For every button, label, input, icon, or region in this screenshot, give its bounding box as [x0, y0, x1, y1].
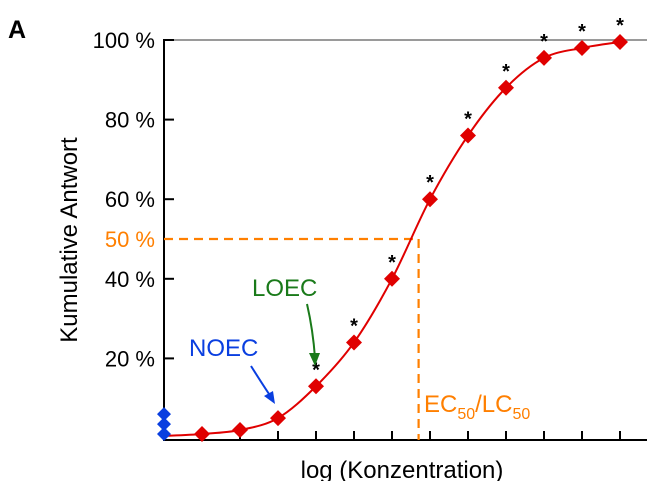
significance-star-5: * [350, 315, 358, 337]
noec-label: NOEC [189, 335, 258, 362]
data-point-9 [498, 79, 514, 96]
panel-label: A [8, 16, 26, 44]
control-points [157, 407, 171, 442]
data-points [194, 33, 628, 443]
ec50-lc50-label: EC50/LC50 [424, 391, 530, 423]
data-point-10 [536, 49, 552, 66]
y-ticks: 20 % 40 % 60 % 80 % 100 % [93, 28, 174, 371]
reference-lines [164, 237, 420, 440]
data-point-6 [384, 270, 400, 287]
data-point-8 [460, 127, 476, 144]
significance-star-7: * [426, 172, 434, 194]
significance-star-11: * [578, 21, 586, 43]
significance-star-4: * [312, 359, 320, 381]
control-point-3 [157, 407, 171, 422]
significance-markers: * * * * * * * * * [312, 15, 624, 381]
control-point-2 [157, 417, 171, 432]
x-ticks [201, 431, 621, 440]
data-point-11 [574, 39, 590, 56]
noec-arrow [250, 365, 275, 404]
data-point-12 [612, 33, 628, 50]
y-axis-label: Kumulative Antwort [56, 137, 83, 343]
data-point-2 [232, 422, 248, 439]
loec-label: LOEC [252, 275, 317, 302]
data-point-5 [346, 334, 362, 351]
significance-star-12: * [616, 15, 624, 37]
loec-arrow [306, 303, 320, 366]
y-tick-label-2: 60 % [105, 187, 155, 212]
significance-star-10: * [540, 31, 548, 53]
significance-star-9: * [502, 61, 510, 83]
data-point-7 [422, 191, 438, 208]
x-axis-label: log (Konzentration) [301, 457, 504, 481]
y-tick-label-1: 40 % [105, 267, 155, 292]
y-tick-label-0: 20 % [105, 346, 155, 371]
data-point-3 [270, 410, 286, 427]
significance-star-6: * [388, 252, 396, 274]
significance-star-8: * [464, 109, 472, 131]
y-tick-label-3: 80 % [105, 108, 155, 133]
fifty-percent-label: 50 % [105, 227, 155, 252]
y-tick-label-4: 100 % [93, 28, 155, 53]
data-point-1 [194, 426, 210, 443]
data-point-4 [308, 378, 324, 395]
control-point-1 [157, 427, 171, 442]
